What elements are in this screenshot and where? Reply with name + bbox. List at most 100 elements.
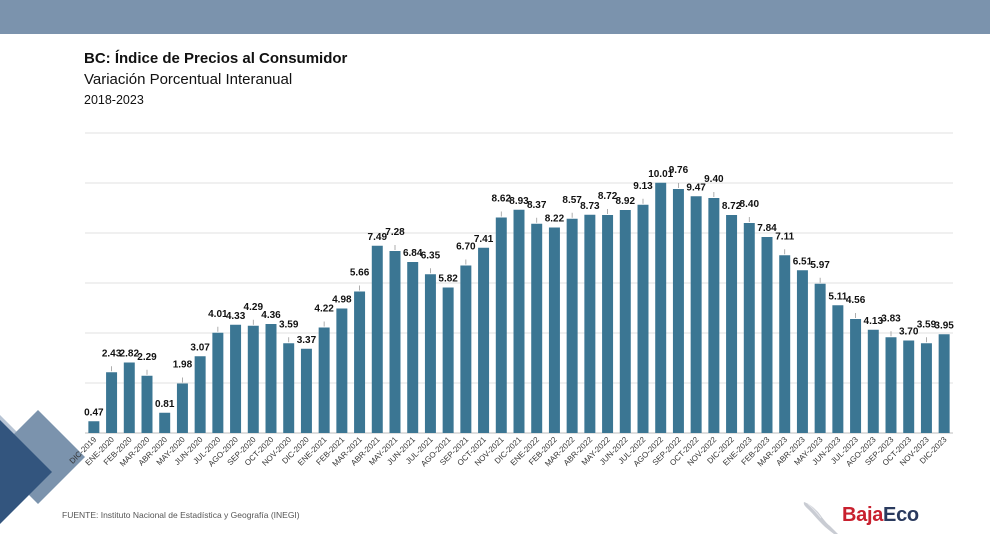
bar <box>283 343 295 433</box>
data-label: 3.95 <box>934 320 954 331</box>
data-label: 8.72 <box>598 191 618 202</box>
data-label: 3.07 <box>190 342 210 353</box>
bar <box>850 319 862 433</box>
bar <box>920 343 932 433</box>
bar <box>743 223 755 433</box>
bar <box>796 270 808 433</box>
data-label: 2.82 <box>120 349 140 360</box>
bar <box>885 337 897 433</box>
bar <box>619 210 631 433</box>
data-label: 5.97 <box>810 260 830 271</box>
bar <box>938 334 950 433</box>
data-label: 7.41 <box>474 234 494 245</box>
bar <box>513 209 525 433</box>
bar <box>460 265 472 433</box>
data-label: 8.57 <box>562 195 582 206</box>
bar <box>690 196 702 433</box>
data-label: 6.70 <box>456 242 476 253</box>
top-band <box>0 0 990 34</box>
data-label: 9.40 <box>704 174 724 185</box>
bar <box>832 305 844 433</box>
bar <box>194 356 206 433</box>
data-label: 7.28 <box>385 227 405 238</box>
bar <box>371 245 383 433</box>
data-label: 4.13 <box>864 316 884 327</box>
data-label: 0.47 <box>84 407 104 418</box>
data-label: 8.40 <box>740 199 760 210</box>
logo-text-baja: Baja <box>842 504 884 526</box>
bar <box>407 262 419 433</box>
data-label: 8.62 <box>492 194 512 205</box>
bar <box>442 287 454 433</box>
bar <box>602 215 614 433</box>
bar <box>903 340 915 433</box>
bar <box>726 215 738 433</box>
data-label: 8.37 <box>527 200 547 211</box>
bar <box>548 227 560 433</box>
data-label: 8.73 <box>580 201 600 212</box>
data-label: 8.93 <box>509 196 529 207</box>
bar <box>176 383 188 433</box>
data-label: 3.70 <box>899 327 919 338</box>
bar <box>584 214 596 433</box>
data-label: 8.72 <box>722 201 742 212</box>
bar <box>672 189 684 433</box>
chart-period: 2018-2023 <box>84 93 144 107</box>
bar <box>141 375 153 433</box>
data-label: 9.13 <box>633 181 653 192</box>
data-label: 2.43 <box>102 348 122 359</box>
source-note: FUENTE: Instituto Nacional de Estadístic… <box>62 510 300 520</box>
data-label: 7.84 <box>757 223 777 234</box>
data-label: 4.29 <box>244 302 264 313</box>
data-label: 4.36 <box>261 310 281 321</box>
bar <box>531 223 543 433</box>
data-label: 4.22 <box>314 304 334 315</box>
data-label: 2.29 <box>137 352 157 363</box>
data-label: 6.35 <box>421 250 441 261</box>
data-label: 5.66 <box>350 268 370 279</box>
bar <box>637 204 649 433</box>
data-label: 4.56 <box>846 295 866 306</box>
data-label: 8.22 <box>545 214 565 225</box>
bar <box>106 372 118 433</box>
bar <box>336 308 348 433</box>
baja-california-map-icon <box>803 502 838 534</box>
data-label: 6.51 <box>793 256 813 267</box>
data-label: 5.11 <box>828 291 847 302</box>
bar <box>247 325 259 433</box>
chart-titles: BC: Índice de Precios al Consumidor Vari… <box>84 50 347 108</box>
data-label: 9.76 <box>669 165 689 176</box>
data-label: 6.84 <box>403 248 423 259</box>
data-label: 3.59 <box>917 319 937 330</box>
bajaeco-logo: BajaEco <box>800 500 960 536</box>
data-label: 9.47 <box>686 182 706 193</box>
bar <box>230 324 242 433</box>
data-label: 3.83 <box>881 313 901 324</box>
data-label: 3.59 <box>279 319 299 330</box>
bar <box>159 412 171 433</box>
data-label: 7.49 <box>368 232 388 243</box>
bar <box>566 218 578 433</box>
data-label: 5.82 <box>438 274 458 285</box>
data-label: 8.92 <box>616 196 636 207</box>
bar <box>424 274 436 433</box>
bar <box>123 362 135 433</box>
bar <box>867 329 879 433</box>
bar <box>354 291 366 433</box>
bar <box>495 217 507 433</box>
bar <box>88 421 100 433</box>
data-label: 4.33 <box>226 311 246 322</box>
data-label: 10.01 <box>648 169 673 180</box>
bar <box>318 327 330 433</box>
logo-text: BajaEco <box>842 504 919 527</box>
bar <box>655 182 667 433</box>
data-label: 7.11 <box>775 231 794 242</box>
chart-title: BC: Índice de Precios al Consumidor <box>84 50 348 67</box>
data-label: 4.01 <box>208 309 228 320</box>
data-label: 3.37 <box>297 335 317 346</box>
chart-subtitle: Variación Porcentual Interanual <box>84 71 293 88</box>
bar <box>265 324 277 433</box>
bar <box>761 237 773 433</box>
